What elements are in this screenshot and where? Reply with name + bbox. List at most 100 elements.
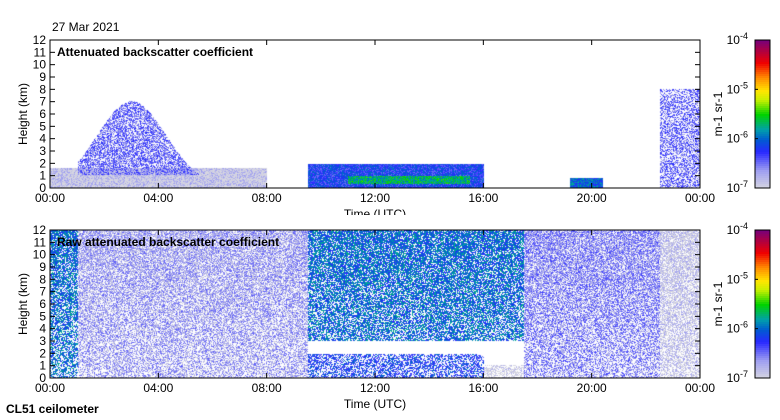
x-tick-label: 04:00 bbox=[143, 191, 173, 205]
colorbar-tick-label: 10-5 bbox=[727, 80, 748, 96]
colorbar-swatch bbox=[755, 128, 770, 131]
colorbar-swatch bbox=[755, 130, 770, 133]
colorbar-swatch bbox=[755, 154, 770, 157]
colorbar-swatch bbox=[755, 146, 770, 149]
colorbar-swatch bbox=[755, 150, 770, 153]
colorbar-swatch bbox=[755, 106, 770, 109]
colorbar-tick-label: 10-7 bbox=[727, 369, 748, 385]
colorbar-swatch bbox=[755, 332, 770, 335]
colorbar-frame bbox=[754, 229, 771, 379]
colorbar-swatch bbox=[755, 46, 770, 49]
colorbar-swatch bbox=[755, 94, 770, 97]
colorbar-swatch bbox=[755, 90, 770, 93]
colorbar-swatch bbox=[755, 336, 770, 339]
chart-axes: 00:00 04:00 08:00 12:00 16:00 20:00 00:0001234… bbox=[16, 31, 771, 215]
colorbar-swatch bbox=[755, 280, 770, 283]
colorbar-swatch bbox=[755, 370, 770, 373]
colorbar-swatch bbox=[755, 172, 770, 175]
y-tick-label: 10 bbox=[33, 248, 47, 262]
colorbar-swatch bbox=[755, 270, 770, 273]
colorbar-swatch bbox=[755, 42, 770, 45]
colorbar-swatch bbox=[755, 312, 770, 315]
colorbar-swatch bbox=[755, 124, 770, 127]
colorbar-tick-label: 10-4 bbox=[727, 31, 748, 47]
colorbar-swatch bbox=[755, 350, 770, 353]
y-tick-label: 7 bbox=[39, 95, 46, 109]
x-tick-label: 00:00 bbox=[685, 191, 715, 205]
x-tick-label: 00:00 bbox=[685, 381, 715, 395]
colorbar-swatch bbox=[755, 248, 770, 251]
y-tick-label: 2 bbox=[39, 346, 46, 360]
colorbar-swatch bbox=[755, 354, 770, 357]
colorbar-swatch bbox=[755, 286, 770, 289]
y-tick-label: 1 bbox=[39, 169, 46, 183]
colorbar-swatch bbox=[755, 174, 770, 177]
colorbar-swatch bbox=[755, 234, 770, 237]
colorbar-tick-label: 10-7 bbox=[727, 179, 748, 195]
y-tick-label: 8 bbox=[39, 272, 46, 286]
colorbar-swatch bbox=[755, 52, 770, 55]
colorbar-swatch bbox=[755, 44, 770, 47]
chart-title: Attenuated backscatter coefficient bbox=[57, 45, 253, 59]
colorbar-swatch bbox=[755, 376, 770, 379]
colorbar-swatch bbox=[755, 74, 770, 77]
colorbar-swatch bbox=[755, 278, 770, 281]
colorbar-swatch bbox=[755, 290, 770, 293]
y-tick-label: 0 bbox=[39, 181, 46, 195]
colorbar-swatch bbox=[755, 284, 770, 287]
y-tick-label: 4 bbox=[39, 132, 46, 146]
colorbar-swatch bbox=[755, 120, 770, 123]
colorbar-swatch bbox=[755, 230, 770, 233]
colorbar: 10-4 10-5 10-6 10-7 m-1 sr-1 bbox=[711, 31, 771, 195]
colorbar-tick-label: 10-4 bbox=[727, 221, 748, 237]
colorbar-swatch bbox=[755, 98, 770, 101]
colorbar-swatch bbox=[755, 78, 770, 81]
colorbar-swatch bbox=[755, 356, 770, 359]
y-tick-label: 6 bbox=[39, 107, 46, 121]
colorbar-swatch bbox=[755, 140, 770, 143]
colorbar-swatch bbox=[755, 144, 770, 147]
colorbar-swatch bbox=[755, 142, 770, 145]
colorbar-swatch bbox=[755, 252, 770, 255]
y-tick-label: 2 bbox=[39, 156, 46, 170]
colorbar-swatch bbox=[755, 126, 770, 129]
y-tick-label: 9 bbox=[39, 260, 46, 274]
colorbar-swatch bbox=[755, 138, 770, 141]
colorbar-swatch bbox=[755, 100, 770, 103]
colorbar-swatch bbox=[755, 362, 770, 365]
colorbar-swatch bbox=[755, 148, 770, 151]
colorbar-swatch bbox=[755, 56, 770, 59]
colorbar-swatch bbox=[755, 62, 770, 65]
raw-backscatter-heatmap bbox=[50, 230, 700, 378]
colorbar-swatch bbox=[755, 232, 770, 235]
colorbar-swatch bbox=[755, 116, 770, 119]
colorbar-swatch bbox=[755, 72, 770, 75]
colorbar-swatch bbox=[755, 348, 770, 351]
colorbar-label: m-1 sr-1 bbox=[711, 91, 725, 136]
colorbar-swatch bbox=[755, 314, 770, 317]
colorbar-swatch bbox=[755, 164, 770, 167]
colorbar: 10-4 10-5 10-6 10-7 m-1 sr-1 bbox=[711, 221, 771, 385]
x-tick-label: 20:00 bbox=[577, 381, 607, 395]
colorbar-swatch bbox=[755, 366, 770, 369]
colorbar-swatch bbox=[755, 364, 770, 367]
colorbar-swatch bbox=[755, 76, 770, 79]
colorbar-swatch bbox=[755, 114, 770, 117]
colorbar-swatch bbox=[755, 48, 770, 51]
colorbar-swatch bbox=[755, 250, 770, 253]
colorbar-swatch bbox=[755, 294, 770, 297]
colorbar-swatch bbox=[755, 246, 770, 249]
x-axis-label: Time (UTC) bbox=[344, 207, 406, 215]
x-tick-label: 12:00 bbox=[360, 191, 390, 205]
colorbar-swatch bbox=[755, 104, 770, 107]
colorbar-swatch bbox=[755, 68, 770, 71]
chart-title: Raw attenuated backscatter coefficient bbox=[57, 235, 279, 249]
y-tick-label: 4 bbox=[39, 322, 46, 336]
colorbar-swatch bbox=[755, 136, 770, 139]
colorbar-swatch bbox=[755, 268, 770, 271]
colorbar-swatch bbox=[755, 58, 770, 61]
colorbar-swatch bbox=[755, 304, 770, 307]
colorbar-swatch bbox=[755, 88, 770, 91]
colorbar-swatch bbox=[755, 346, 770, 349]
